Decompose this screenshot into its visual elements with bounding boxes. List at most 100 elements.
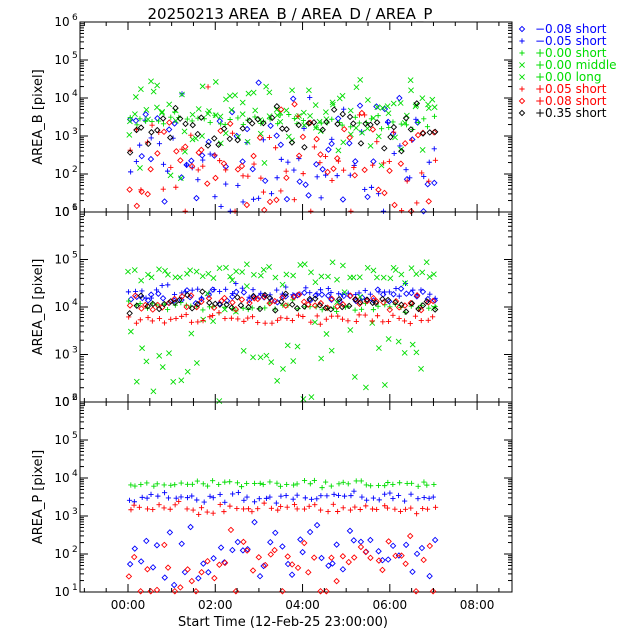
data-point [260,137,266,143]
data-point [395,338,402,345]
data-point [192,588,200,595]
y-tick-exponent: 4 [72,469,78,479]
data-point [333,308,340,314]
data-point [367,554,374,562]
legend-marker [519,86,525,92]
data-point [323,331,330,337]
data-point [176,274,183,281]
data-point [195,167,201,173]
data-point [212,174,219,182]
data-point [306,295,314,303]
data-point [312,502,318,508]
data-point [266,263,272,270]
legend-marker [519,62,525,68]
data-point [267,122,274,129]
data-point [431,306,439,313]
data-point [387,275,394,282]
data-point [329,313,335,319]
data-point [392,552,399,560]
data-point [325,146,332,153]
data-point [379,104,386,111]
data-point [392,506,398,512]
data-point [205,569,212,576]
series-4 [125,259,437,288]
data-point [339,92,346,99]
data-point [245,90,252,97]
data-point [318,291,326,298]
data-point [426,495,432,501]
data-point [431,128,439,136]
data-point [198,146,205,154]
data-point [357,543,365,551]
data-point [403,167,409,173]
data-point [195,177,201,183]
data-point [261,206,268,214]
data-point [267,292,273,298]
data-point [257,130,264,137]
data-point [410,287,416,293]
data-point [228,106,235,113]
data-point [274,377,281,384]
data-point [176,296,183,304]
data-point [430,314,436,320]
data-point [262,320,268,326]
data-point [256,134,264,141]
data-point [364,97,371,103]
data-point [138,152,146,160]
data-point [429,297,437,305]
data-point [128,169,134,175]
data-point [188,162,196,170]
data-point [131,267,138,274]
data-point [235,182,241,189]
data-point [374,274,380,281]
data-point [143,295,149,301]
data-point [261,561,269,569]
data-point [424,506,431,512]
data-point [288,571,296,578]
data-point [184,495,191,501]
data-point [165,282,171,288]
data-point [211,574,218,582]
data-point [353,478,359,484]
data-point [384,118,392,126]
data-point [250,287,256,293]
data-point [308,394,315,400]
data-point [238,484,245,490]
data-point [243,547,251,554]
series-5 [127,84,439,214]
data-point [312,102,319,109]
data-point [291,167,297,173]
data-point [348,208,354,214]
data-point [200,318,206,324]
data-point [239,269,246,275]
data-point [138,305,145,312]
data-point [126,560,134,568]
data-point [290,293,297,301]
data-point [378,126,385,132]
data-point [177,175,184,182]
data-point [289,317,295,324]
data-point [256,572,264,580]
data-point [176,498,182,505]
data-point [381,160,387,166]
data-point [249,165,256,173]
data-point [431,481,437,488]
data-point [370,158,377,165]
y-tick-exponent: 6 [72,13,78,23]
data-point [329,136,335,142]
data-point [352,114,358,120]
data-point [147,166,154,173]
data-point [239,158,246,165]
data-point [216,561,223,569]
data-point [239,111,246,118]
data-point [160,300,168,308]
data-point [240,347,247,354]
data-point [334,115,342,122]
data-point [319,485,325,491]
data-point [188,330,195,337]
data-point [133,202,141,210]
data-point [374,139,380,145]
data-point [268,359,275,366]
data-point [313,521,321,529]
